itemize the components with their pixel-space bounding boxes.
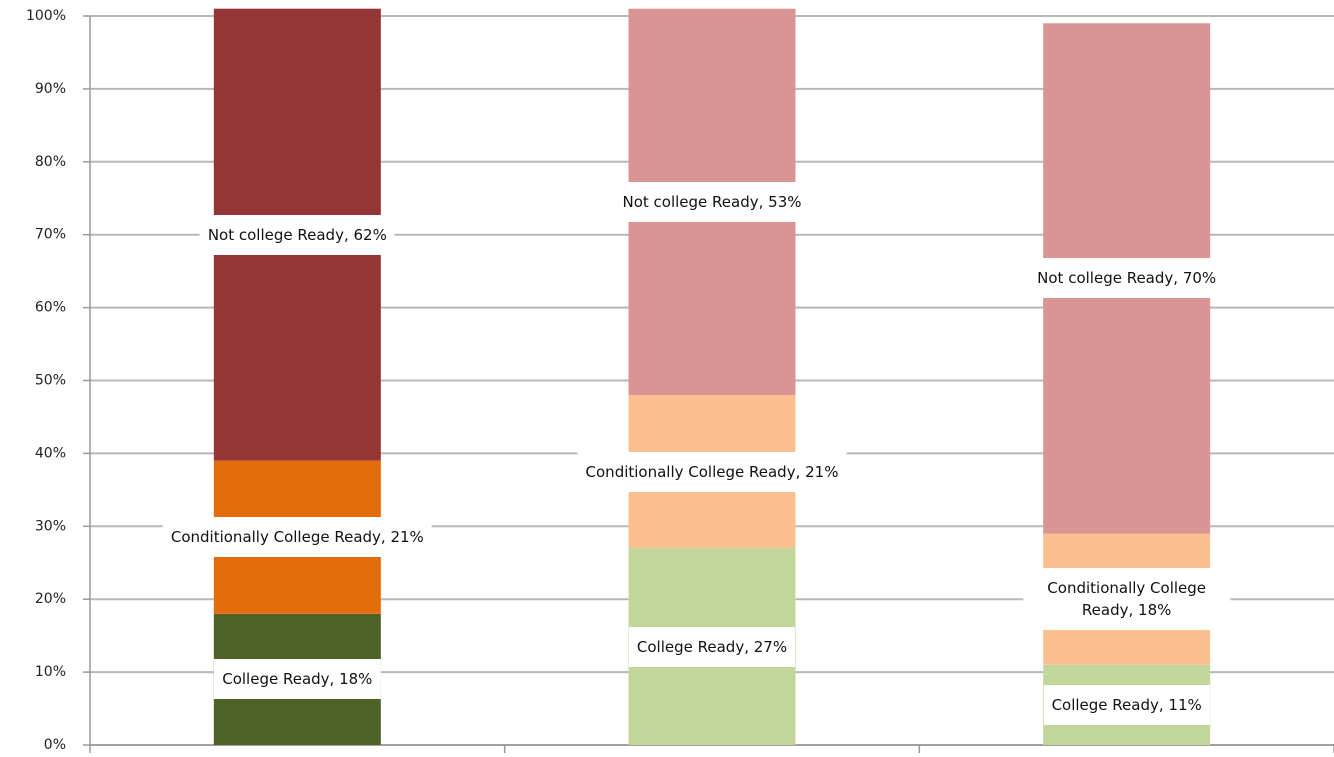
y-tick-label: 20%	[35, 591, 66, 607]
data-label: Conditionally College Ready, 21%	[162, 517, 432, 558]
y-tick-label: 80%	[35, 154, 66, 170]
data-label: Conditionally College Ready, 18%	[1022, 568, 1231, 631]
y-tick-label: 90%	[35, 81, 66, 97]
y-tick-label: 50%	[35, 373, 66, 389]
data-label: College Ready, 18%	[214, 659, 381, 700]
y-tick-label: 0%	[44, 737, 66, 753]
y-tick-label: 30%	[35, 518, 66, 534]
data-label: College Ready, 11%	[1043, 684, 1210, 725]
data-label: Not college Ready, 53%	[614, 181, 810, 222]
y-tick-label: 70%	[35, 227, 66, 243]
data-label: College Ready, 27%	[628, 626, 796, 667]
y-tick-label: 100%	[26, 8, 66, 24]
y-tick-label: 60%	[35, 300, 66, 316]
data-label: Conditionally College Ready, 21%	[577, 451, 847, 492]
data-label: Not college Ready, 70%	[1029, 258, 1225, 299]
y-tick-label: 10%	[35, 664, 66, 680]
data-label: Not college Ready, 62%	[199, 214, 395, 255]
y-tick-label: 40%	[35, 445, 66, 461]
